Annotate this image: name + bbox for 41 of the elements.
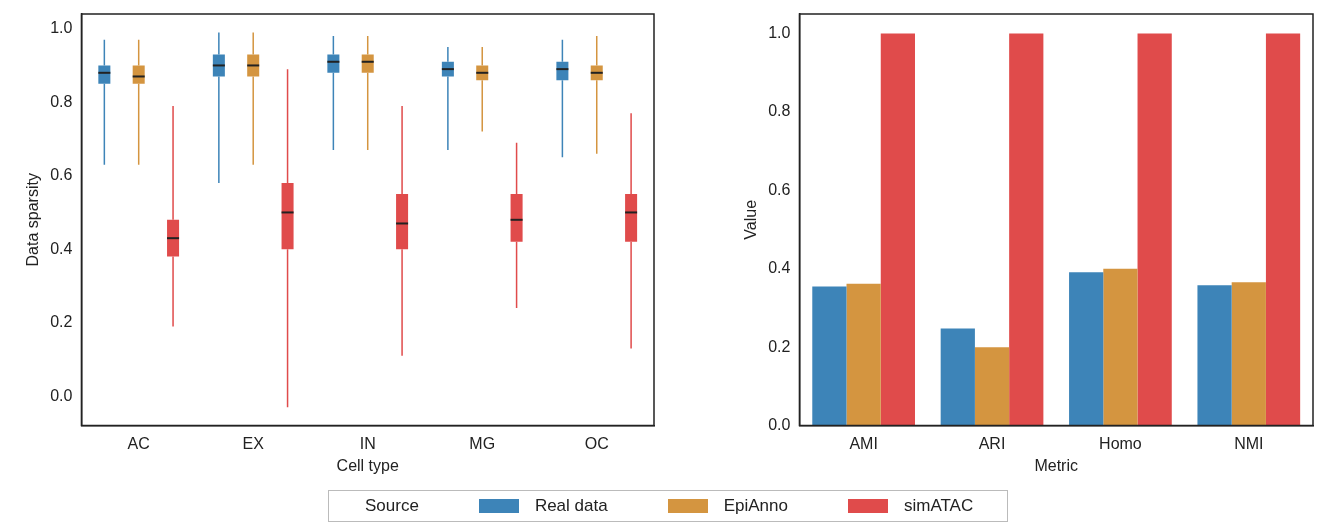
y-tick-label: 0.4 xyxy=(768,259,791,277)
y-tick-label: 0.2 xyxy=(768,337,791,355)
x-tick-label: OC xyxy=(584,434,609,452)
bar xyxy=(846,283,881,426)
bar xyxy=(1009,33,1044,426)
bar xyxy=(1137,33,1172,426)
bar xyxy=(1197,285,1232,426)
legend-label: EpiAnno xyxy=(723,496,788,516)
x-tick-label: AC xyxy=(127,434,150,452)
bar xyxy=(974,347,1010,426)
x-axis-title: Cell type xyxy=(336,456,399,474)
y-axis-title: Data sparsity xyxy=(24,173,42,267)
x-tick-label: ARI xyxy=(978,434,1006,452)
x-axis-title: Metric xyxy=(1034,456,1078,474)
y-tick-label: 0.6 xyxy=(768,180,791,198)
y-tick-label: 0.0 xyxy=(768,416,791,434)
bar xyxy=(880,33,915,426)
y-tick-label: 0.8 xyxy=(50,92,73,110)
bar xyxy=(812,286,847,426)
bar xyxy=(1103,268,1138,426)
bar xyxy=(1265,33,1301,426)
y-tick-label: 0.4 xyxy=(50,239,73,257)
x-tick-label: MG xyxy=(469,434,496,452)
legend-label: simATAC xyxy=(903,496,974,516)
bar xyxy=(1069,272,1104,426)
y-tick-label: 1.0 xyxy=(768,24,791,42)
y-tick-label: 0.0 xyxy=(50,386,73,404)
legend-title: Source xyxy=(365,496,419,516)
y-tick-label: 0.2 xyxy=(50,313,73,331)
x-tick-label: Homo xyxy=(1099,434,1142,452)
y-axis-title: Value xyxy=(742,199,760,240)
bar xyxy=(940,328,975,426)
y-tick-label: 0.6 xyxy=(50,166,73,184)
x-tick-label: IN xyxy=(359,434,376,452)
x-tick-label: NMI xyxy=(1234,434,1264,452)
y-tick-label: 0.8 xyxy=(768,102,791,120)
bar xyxy=(1231,282,1266,426)
y-tick-label: 1.0 xyxy=(50,19,73,37)
x-tick-label: AMI xyxy=(849,434,878,452)
legend-label: Real data xyxy=(534,496,608,516)
x-tick-label: EX xyxy=(242,434,265,452)
